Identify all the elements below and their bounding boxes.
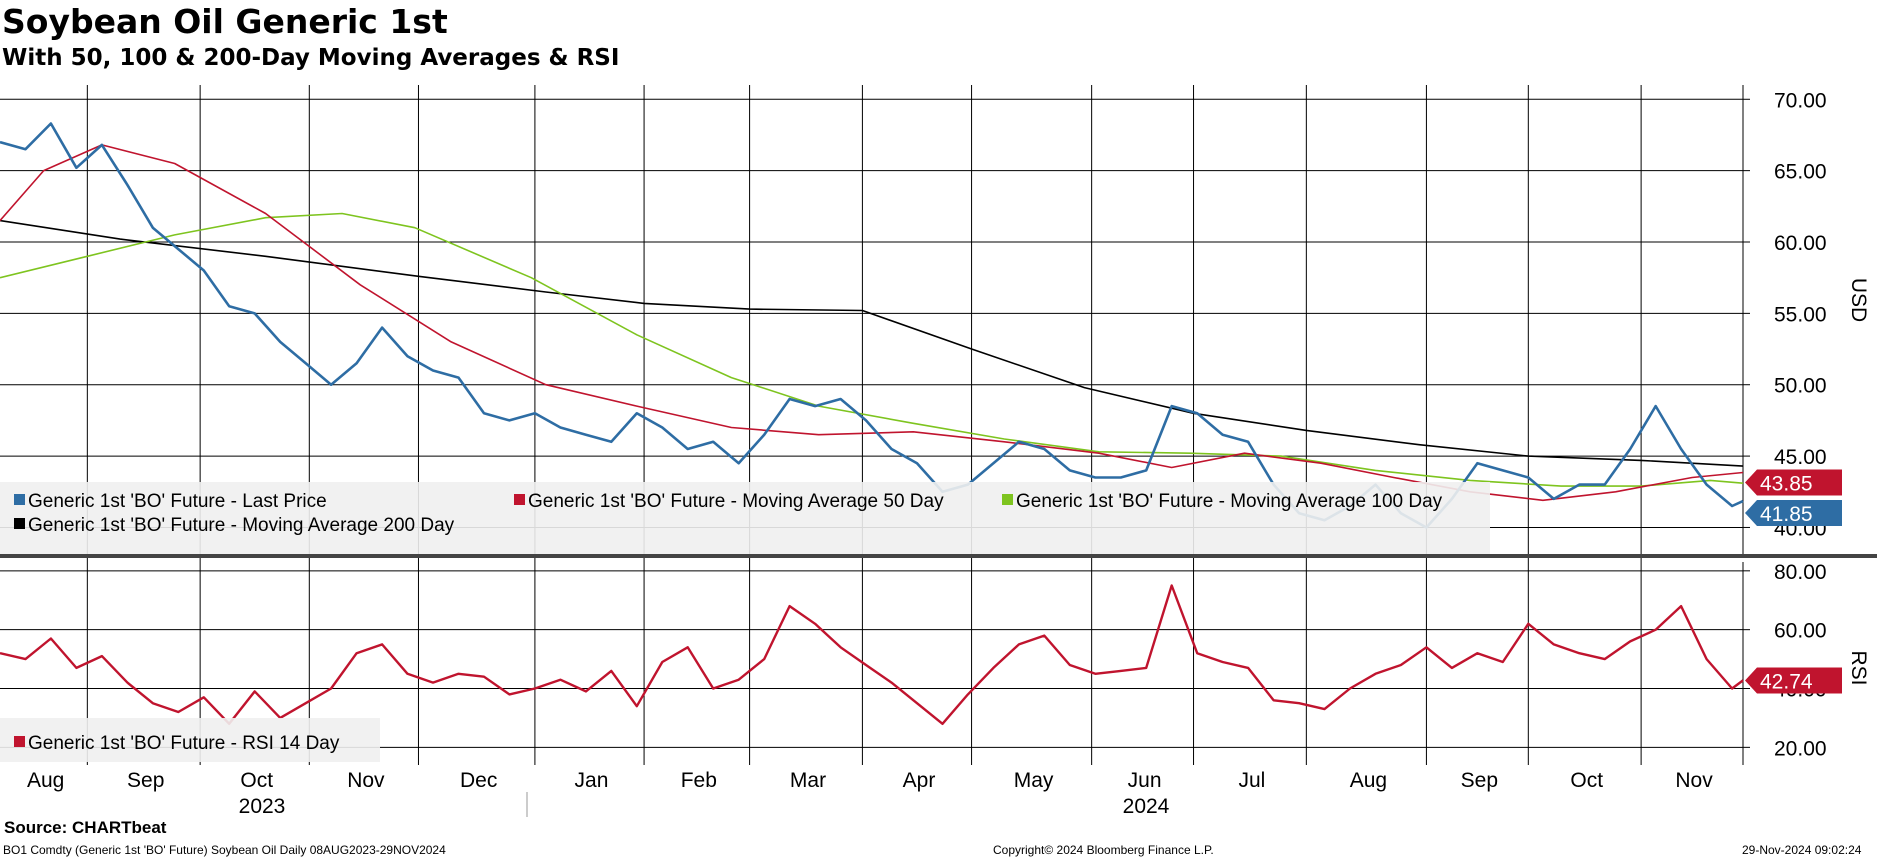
x-axis-month-label: Jan (575, 769, 609, 792)
panel-divider (0, 554, 1877, 558)
price-legend-swatch (14, 494, 25, 505)
x-axis-month-label: Sep (1461, 769, 1498, 792)
ma100-line (0, 212, 1744, 487)
price-legend-box (0, 482, 1490, 554)
source-note: Source: CHARTbeat (4, 818, 167, 837)
price-y-tick-label: 60.00 (1774, 232, 1827, 255)
x-axis-month-label: Apr (903, 769, 936, 792)
x-axis-month-label: Jul (1239, 769, 1266, 792)
ma50-last-value-tag (1745, 469, 1842, 496)
rsi-line (0, 584, 1744, 725)
security-description: BO1 Comdty (Generic 1st 'BO' Future) Soy… (3, 843, 446, 857)
timestamp: 29-Nov-2024 09:02:24 (1742, 843, 1862, 857)
price-y-tick-label: 65.00 (1774, 161, 1827, 184)
x-axis-month-label: May (1014, 769, 1054, 792)
x-axis-month-label: Oct (1570, 769, 1603, 792)
x-axis-month-label: Oct (240, 769, 273, 792)
price-y-tick-label: 50.00 (1774, 375, 1827, 398)
price-y-tick-label: 70.00 (1774, 89, 1827, 112)
x-axis-month-label: Sep (127, 769, 164, 792)
rsi-y-tick-label: 80.00 (1774, 561, 1827, 584)
x-axis-month-label: Dec (460, 769, 497, 792)
x-axis-month-label: Nov (347, 769, 385, 792)
price-legend-swatch (514, 494, 525, 505)
x-axis-month-label: Aug (1350, 769, 1387, 792)
rsi-legend-swatch (14, 736, 25, 747)
ma50-last-value-tag-label: 43.85 (1760, 473, 1813, 496)
x-axis-month-label: Jun (1128, 769, 1162, 792)
price-y-tick-label: 55.00 (1774, 303, 1827, 326)
price-legend-swatch (1002, 494, 1013, 505)
rsi-last-value-tag-label: 42.74 (1760, 670, 1813, 693)
rsi-y-tick-label: 60.00 (1774, 620, 1827, 643)
x-axis-month-label: Mar (790, 769, 826, 792)
price-y-tick-label: 45.00 (1774, 446, 1827, 469)
price-legend-entry: Generic 1st 'BO' Future - Last Price (28, 491, 327, 512)
last-price-line (0, 122, 1744, 529)
x-axis-year-label: 2024 (1123, 795, 1170, 818)
last-price-last-value-tag (1745, 500, 1842, 527)
copyright-note: Copyright© 2024 Bloomberg Finance L.P. (993, 843, 1214, 857)
price-legend-entry: Generic 1st 'BO' Future - Moving Average… (28, 515, 455, 536)
x-axis-month-label: Nov (1675, 769, 1713, 792)
x-axis-month-label: Aug (27, 769, 64, 792)
price-legend-swatch (14, 518, 25, 529)
chart-title: Soybean Oil Generic 1st (2, 2, 448, 41)
rsi-legend-box (0, 718, 380, 762)
rsi-last-value-tag (1745, 667, 1842, 694)
rsi-y-tick-label: 20.00 (1774, 737, 1827, 760)
x-axis-month-label: Feb (681, 769, 717, 792)
price-y-axis-title: USD (1847, 278, 1870, 322)
price-legend-entry: Generic 1st 'BO' Future - Moving Average… (1016, 491, 1443, 512)
rsi-y-axis-title: RSI (1847, 650, 1870, 685)
x-axis-year-label: 2023 (239, 795, 286, 818)
last-price-last-value-tag-label: 41.85 (1760, 503, 1813, 526)
ma50-line (0, 144, 1744, 502)
ma200-line (0, 219, 1744, 467)
chart-subtitle: With 50, 100 & 200-Day Moving Averages &… (2, 45, 620, 71)
rsi-legend-entry: Generic 1st 'BO' Future - RSI 14 Day (28, 733, 340, 754)
price-legend-entry: Generic 1st 'BO' Future - Moving Average… (528, 491, 944, 512)
